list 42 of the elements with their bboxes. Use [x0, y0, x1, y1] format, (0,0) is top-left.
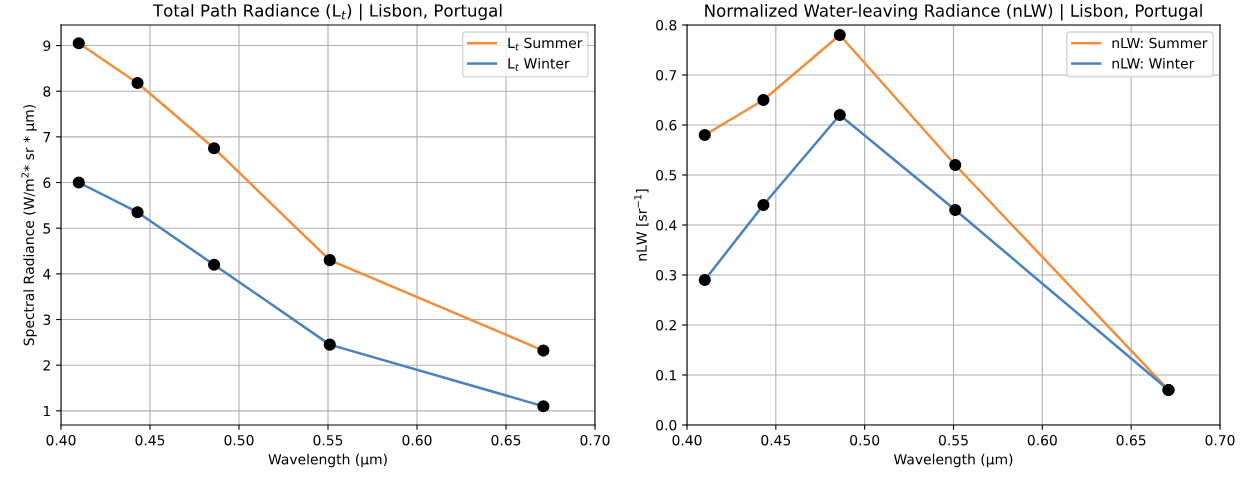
x-tick-label: 0.45 — [761, 434, 791, 446]
x-tick-label: 0.60 — [1027, 434, 1057, 446]
x-axis-title: Wavelength (μm) — [268, 453, 387, 468]
y-tick-label: 8 — [43, 86, 51, 97]
y-tick-label: 4 — [43, 269, 51, 280]
x-tick-label: 0.40 — [672, 434, 702, 446]
y-tick-label: 0.3 — [656, 269, 677, 281]
y-tick-label: 5 — [43, 223, 51, 234]
y-tick-label: 2 — [43, 360, 50, 371]
x-tick-label: 0.50 — [224, 434, 254, 446]
legend-label: L$_{t}$ Winter — [508, 57, 570, 71]
y-tick-label: 0.0 — [656, 419, 677, 431]
y-tick-label: 3 — [43, 314, 51, 325]
x-tick-label: 0.70 — [580, 434, 610, 446]
x-tick-label: 0.55 — [313, 434, 343, 446]
x-tick-label: 0.50 — [850, 434, 880, 446]
y-tick-label: 0.6 — [656, 119, 677, 131]
y-tick-label: 0.5 — [656, 169, 677, 181]
x-tick-label: 0.55 — [938, 434, 968, 446]
y-tick-label: 0.1 — [656, 369, 676, 381]
y-tick-label: 6 — [43, 177, 51, 189]
x-axis-title: Wavelength (μm) — [893, 453, 1013, 468]
y-tick-label: 1 — [43, 406, 50, 417]
x-tick-label: 0.60 — [402, 434, 432, 446]
legend-label: nLW: Summer — [1112, 37, 1208, 49]
y-tick-label: 0.2 — [656, 319, 676, 331]
chart-title: Total Path Radiance (L$_{t}$) | Lisbon, Portugal — [152, 3, 502, 21]
x-tick-label: 0.65 — [491, 434, 521, 446]
x-tick-label: 0.45 — [135, 434, 165, 446]
chart-title: Normalized Water-leaving Radiance (nLW) | Lisbon, Portugal — [705, 3, 1202, 21]
y-tick-label: 0.7 — [656, 69, 677, 81]
legend-label: nLW: Winter — [1112, 57, 1195, 69]
y-tick-label: 0.8 — [656, 19, 677, 31]
x-tick-label: 0.40 — [46, 434, 76, 446]
x-tick-label: 0.65 — [1116, 434, 1146, 446]
y-tick-label: 7 — [43, 132, 51, 143]
x-tick-label: 0.70 — [1205, 434, 1235, 446]
legend-label: L$_{t}$ Summer — [508, 37, 583, 51]
y-tick-label: 0.4 — [656, 219, 677, 231]
y-tick-label: 9 — [43, 40, 51, 52]
y-axis-title: nLW [sr$^{−1}$] — [634, 189, 649, 261]
y-axis-title: Spectral Radiance (W/m$^{2}$* sr * μm) — [21, 105, 37, 346]
